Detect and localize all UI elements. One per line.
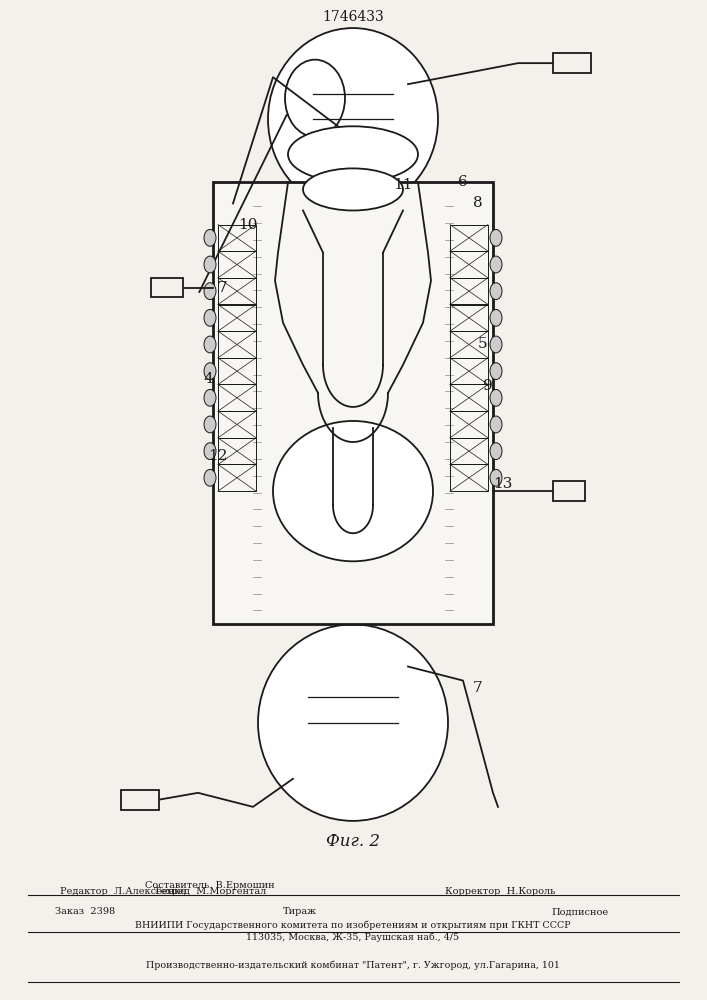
Circle shape <box>204 389 216 406</box>
Circle shape <box>204 336 216 353</box>
Bar <box>218 358 256 384</box>
Text: 5: 5 <box>478 337 488 351</box>
Text: 10: 10 <box>238 218 257 232</box>
Text: Заказ  2398: Заказ 2398 <box>55 908 115 916</box>
Bar <box>450 438 488 464</box>
Bar <box>450 251 488 278</box>
Circle shape <box>204 283 216 300</box>
Bar <box>213 182 493 624</box>
Circle shape <box>490 363 502 380</box>
Text: 9: 9 <box>483 379 493 393</box>
Text: 6: 6 <box>458 175 468 189</box>
Bar <box>553 481 585 501</box>
Circle shape <box>490 469 502 486</box>
Bar <box>450 278 488 304</box>
Circle shape <box>204 443 216 460</box>
Bar <box>218 225 256 251</box>
Bar <box>218 464 256 491</box>
Bar <box>218 438 256 464</box>
Bar <box>218 411 256 438</box>
Text: 8: 8 <box>473 196 483 210</box>
Bar <box>450 304 488 331</box>
Text: Производственно-издательский комбинат "Патент", г. Ужгород, ул.Гагарина, 101: Производственно-издательский комбинат "П… <box>146 960 560 970</box>
Ellipse shape <box>303 168 403 210</box>
Ellipse shape <box>258 624 448 821</box>
Ellipse shape <box>285 60 345 137</box>
Bar <box>450 358 488 384</box>
Ellipse shape <box>273 421 433 561</box>
Bar <box>151 278 183 297</box>
Text: 7: 7 <box>218 281 228 295</box>
Circle shape <box>490 389 502 406</box>
Circle shape <box>490 283 502 300</box>
Bar <box>218 251 256 278</box>
Text: Редактор  Л.Алексеенко: Редактор Л.Алексеенко <box>60 888 186 896</box>
Text: Подписное: Подписное <box>551 908 609 916</box>
Circle shape <box>204 256 216 273</box>
Text: Техред  М.Моргентал: Техред М.Моргентал <box>154 888 266 896</box>
Bar <box>450 331 488 358</box>
Text: 4: 4 <box>203 372 213 386</box>
Text: 7: 7 <box>473 681 483 695</box>
Text: 1746433: 1746433 <box>322 10 384 24</box>
Circle shape <box>490 309 502 326</box>
Circle shape <box>204 416 216 433</box>
Text: Составитель  В.Ермошин: Составитель В.Ермошин <box>145 880 275 890</box>
Ellipse shape <box>268 28 438 210</box>
Bar <box>553 53 591 73</box>
Text: Тираж: Тираж <box>283 908 317 916</box>
Text: 12: 12 <box>208 449 228 463</box>
Text: Корректор  Н.Король: Корректор Н.Король <box>445 888 555 896</box>
Bar <box>121 790 159 810</box>
Bar <box>450 384 488 411</box>
Bar <box>218 384 256 411</box>
Circle shape <box>490 256 502 273</box>
Bar <box>450 411 488 438</box>
Text: 11: 11 <box>393 178 412 192</box>
Bar <box>218 331 256 358</box>
Text: 113035, Москва, Ж-35, Раушская наб., 4/5: 113035, Москва, Ж-35, Раушская наб., 4/5 <box>247 932 460 942</box>
Circle shape <box>490 229 502 246</box>
Text: Фиг. 2: Фиг. 2 <box>326 833 380 850</box>
Circle shape <box>204 469 216 486</box>
Text: 13: 13 <box>493 477 513 491</box>
Circle shape <box>490 416 502 433</box>
Bar <box>450 464 488 491</box>
Circle shape <box>490 336 502 353</box>
Ellipse shape <box>288 126 418 182</box>
Circle shape <box>204 363 216 380</box>
Circle shape <box>204 229 216 246</box>
Bar <box>450 225 488 251</box>
Bar <box>218 278 256 304</box>
Circle shape <box>490 443 502 460</box>
Circle shape <box>204 309 216 326</box>
Bar <box>218 304 256 331</box>
Text: ВНИИПИ Государственного комитета по изобретениям и открытиям при ГКНТ СССР: ВНИИПИ Государственного комитета по изоб… <box>135 920 571 930</box>
